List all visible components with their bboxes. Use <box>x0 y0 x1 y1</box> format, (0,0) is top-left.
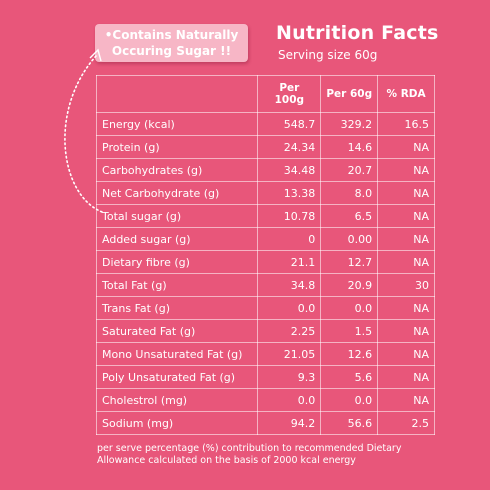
value-per-100g: 21.1 <box>257 250 322 274</box>
value-per-60g: 20.7 <box>320 158 379 182</box>
table-header-row: Per 100g Per 60g % RDA <box>95 75 435 113</box>
value-per-100g: 2.25 <box>257 319 322 343</box>
column-header: Per 60g <box>320 75 379 113</box>
table-row: Sodium (mg) 94.2 56.6 2.5 <box>95 411 435 435</box>
nutrient-label: Sodium (mg) <box>95 411 259 435</box>
value-per-60g: 8.0 <box>320 181 379 205</box>
serving-size: Serving size 60g <box>278 48 378 62</box>
value-per-100g: 0 <box>257 227 322 251</box>
value-rda: NA <box>377 204 435 228</box>
table-row: Trans Fat (g) 0.0 0.0 NA <box>95 296 435 320</box>
sugar-callout: •Contains Naturally Occuring Sugar !! <box>95 24 248 62</box>
value-per-100g: 0.0 <box>257 388 322 412</box>
nutrient-label: Saturated Fat (g) <box>95 319 259 343</box>
value-per-100g: 0.0 <box>257 296 322 320</box>
value-per-60g: 5.6 <box>320 365 379 389</box>
value-per-60g: 1.5 <box>320 319 379 343</box>
value-per-60g: 6.5 <box>320 204 379 228</box>
callout-line-2: Occuring Sugar !! <box>111 44 232 58</box>
footnote: per serve percentage (%) contribution to… <box>97 443 402 466</box>
nutrient-label: Added sugar (g) <box>95 227 259 251</box>
nutrient-label: Poly Unsaturated Fat (g) <box>95 365 259 389</box>
column-header: % RDA <box>377 75 435 113</box>
value-per-60g: 0.0 <box>320 296 379 320</box>
nutrition-table: Per 100g Per 60g % RDA Energy (kcal) 548.… <box>95 75 435 435</box>
value-rda: NA <box>377 158 435 182</box>
value-per-100g: 34.8 <box>257 273 322 297</box>
value-rda: NA <box>377 319 435 343</box>
table-row: Carbohydrates (g) 34.48 20.7 NA <box>95 158 435 182</box>
value-per-100g: 34.48 <box>257 158 322 182</box>
nutrient-label: Protein (g) <box>95 135 259 159</box>
value-rda: 16.5 <box>377 112 435 136</box>
value-rda: 2.5 <box>377 411 435 435</box>
table-row: Mono Unsaturated Fat (g) 21.05 12.6 NA <box>95 342 435 366</box>
value-rda: 30 <box>377 273 435 297</box>
value-per-100g: 21.05 <box>257 342 322 366</box>
nutrient-label: Trans Fat (g) <box>95 296 259 320</box>
value-per-60g: 56.6 <box>320 411 379 435</box>
value-rda: NA <box>377 135 435 159</box>
table-row: Total sugar (g) 10.78 6.5 NA <box>95 204 435 228</box>
value-rda: NA <box>377 296 435 320</box>
value-per-60g: 12.6 <box>320 342 379 366</box>
column-header: Per 100g <box>257 75 322 113</box>
table-row: Dietary fibre (g) 21.1 12.7 NA <box>95 250 435 274</box>
nutrient-label: Dietary fibre (g) <box>95 250 259 274</box>
value-rda: NA <box>377 388 435 412</box>
value-per-100g: 548.7 <box>257 112 322 136</box>
value-per-60g: 329.2 <box>320 112 379 136</box>
value-rda: NA <box>377 227 435 251</box>
table-row: Poly Unsaturated Fat (g) 9.3 5.6 NA <box>95 365 435 389</box>
value-rda: NA <box>377 365 435 389</box>
table-row: Total Fat (g) 34.8 20.9 30 <box>95 273 435 297</box>
nutrient-label: Carbohydrates (g) <box>95 158 259 182</box>
table-row: Net Carbohydrate (g) 13.38 8.0 NA <box>95 181 435 205</box>
nutrient-label: Mono Unsaturated Fat (g) <box>95 342 259 366</box>
value-per-100g: 13.38 <box>257 181 322 205</box>
nutrient-label: Total sugar (g) <box>95 204 259 228</box>
table-row: Saturated Fat (g) 2.25 1.5 NA <box>95 319 435 343</box>
table-row: Added sugar (g) 0 0.00 NA <box>95 227 435 251</box>
nutrient-label: Cholestrol (mg) <box>95 388 259 412</box>
value-per-60g: 0.00 <box>320 227 379 251</box>
value-per-100g: 9.3 <box>257 365 322 389</box>
value-per-60g: 14.6 <box>320 135 379 159</box>
value-per-100g: 24.34 <box>257 135 322 159</box>
nutrient-label: Total Fat (g) <box>95 273 259 297</box>
page-title: Nutrition Facts <box>276 22 439 44</box>
value-rda: NA <box>377 181 435 205</box>
table-row: Energy (kcal) 548.7 329.2 16.5 <box>95 112 435 136</box>
column-header <box>95 75 259 113</box>
value-per-60g: 12.7 <box>320 250 379 274</box>
value-per-60g: 0.0 <box>320 388 379 412</box>
value-rda: NA <box>377 250 435 274</box>
nutrient-label: Energy (kcal) <box>95 112 259 136</box>
table-row: Protein (g) 24.34 14.6 NA <box>95 135 435 159</box>
callout-line-1: •Contains Naturally <box>104 28 239 42</box>
value-rda: NA <box>377 342 435 366</box>
value-per-60g: 20.9 <box>320 273 379 297</box>
value-per-100g: 10.78 <box>257 204 322 228</box>
value-per-100g: 94.2 <box>257 411 322 435</box>
nutrient-label: Net Carbohydrate (g) <box>95 181 259 205</box>
table-row: Cholestrol (mg) 0.0 0.0 NA <box>95 388 435 412</box>
